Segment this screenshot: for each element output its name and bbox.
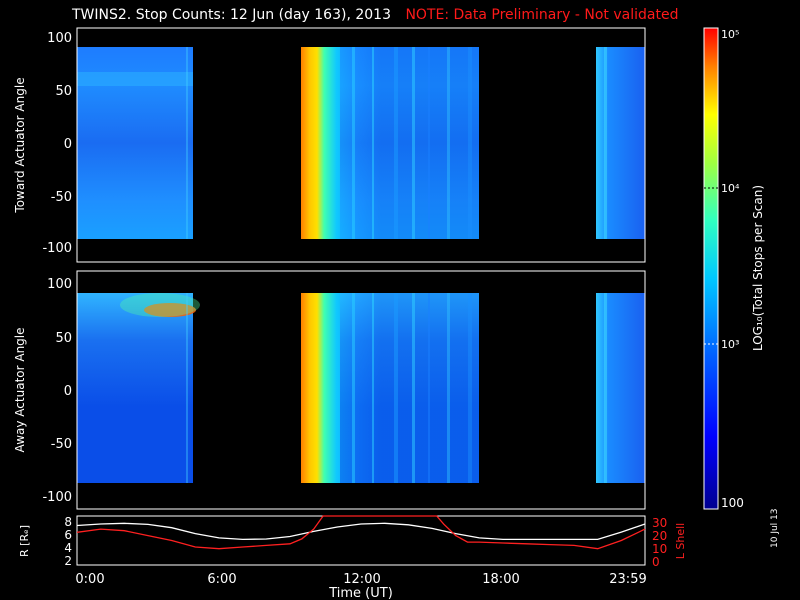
bot-block-2-overlay [340, 293, 479, 483]
orbit-rtick-0: 0 [652, 555, 660, 569]
orbit-rtick-20: 20 [652, 529, 667, 543]
orbit-ltick-4: 4 [64, 541, 72, 555]
away-angle-panel [77, 271, 645, 509]
bot-hotspot-halo [120, 293, 200, 317]
orbit-ylabel-left: R [Rₑ] [18, 525, 31, 557]
orbit-r-line [76, 522, 646, 541]
bot-block-3 [596, 293, 645, 483]
toward-angle-panel [77, 28, 645, 262]
bot-ytick-m50: -50 [51, 437, 72, 452]
xtick-2359: 23:59 [609, 572, 646, 587]
colorbar-title: LOG₁₀(Total Stops per Scan) [751, 185, 765, 351]
chart-title: TWINS2. Stop Counts: 12 Jun (day 163), 2… [72, 7, 678, 23]
bot-ytick-50: 50 [55, 331, 72, 346]
streak [412, 293, 415, 483]
bot-streaks [186, 293, 607, 483]
streak [604, 47, 607, 239]
streak [372, 47, 374, 239]
bot-ytick-m100: -100 [42, 490, 72, 505]
streak [468, 47, 472, 239]
render-date: 10 Jul 13 [770, 508, 780, 549]
top-frame [76, 27, 646, 263]
bot-hotspot [144, 303, 196, 317]
top-block-1-band [77, 72, 193, 86]
streak [412, 47, 415, 239]
xtick-0600: 6:00 [207, 572, 236, 587]
orbit-rtick-10: 10 [652, 542, 667, 556]
orbit-right-yticks: 0 10 20 30 [652, 516, 667, 569]
streak [447, 293, 450, 483]
colorbar-label-100: 100 [721, 496, 744, 510]
streak [352, 293, 355, 483]
bot-frame [76, 270, 646, 510]
xticks: 0:00 6:00 12:00 18:00 23:59 [75, 572, 646, 587]
streak [394, 47, 398, 239]
orbit-ltick-2: 2 [64, 554, 72, 568]
xtick-1800: 18:00 [482, 572, 519, 587]
streak [394, 293, 398, 483]
top-ytick-m100: -100 [42, 241, 72, 256]
streak [352, 47, 355, 239]
orbit-lshell-line [76, 515, 646, 550]
streak [428, 293, 430, 483]
top-ytick-50: 50 [55, 84, 72, 99]
streak [372, 293, 374, 483]
colorbar-label-1e5: 10⁵ [721, 28, 739, 41]
orbit-ltick-8: 8 [64, 515, 72, 529]
streak [186, 47, 188, 239]
bot-ylabel: Away Actuator Angle [13, 327, 27, 452]
colorbar: 10⁵ 10⁴ 10³ 100 LOG₁₀(Total Stops per Sc… [703, 27, 765, 510]
top-ytick-m50: -50 [51, 190, 72, 205]
title-text: TWINS2. Stop Counts: 12 Jun (day 163), 2… [72, 7, 391, 23]
streak [468, 293, 472, 483]
streak [428, 47, 430, 239]
top-streaks [186, 47, 607, 239]
bot-ytick-0: 0 [64, 384, 72, 399]
top-yticks: 100 50 0 -50 -100 [42, 31, 72, 256]
streak [447, 47, 450, 239]
orbit-left-yticks: 2 4 6 8 [64, 515, 72, 568]
bot-block-1 [77, 293, 193, 483]
top-ylabel: Toward Actuator Angle [13, 77, 27, 213]
top-ytick-100: 100 [47, 31, 72, 46]
orbit-ltick-6: 6 [64, 528, 72, 542]
colorbar-label-1e4: 10⁴ [721, 182, 740, 195]
xlabel: Time (UT) [328, 586, 393, 600]
orbit-lines [76, 515, 646, 550]
top-ytick-0: 0 [64, 137, 72, 152]
top-block-3 [596, 47, 645, 239]
xtick-1200: 12:00 [343, 572, 380, 587]
orbit-rtick-30: 30 [652, 516, 667, 530]
xtick-0000: 0:00 [75, 572, 104, 587]
bot-ytick-100: 100 [47, 277, 72, 292]
streak [186, 293, 188, 483]
bot-yticks: 100 50 0 -50 -100 [42, 277, 72, 505]
streak [604, 293, 607, 483]
orbit-ylabel-right: L Shell [674, 523, 687, 559]
top-block-2-overlay [340, 47, 479, 239]
colorbar-label-1e3: 10³ [721, 338, 739, 351]
data-note: NOTE: Data Preliminary - Not validated [405, 7, 679, 23]
colorbar-gradient [703, 27, 719, 510]
